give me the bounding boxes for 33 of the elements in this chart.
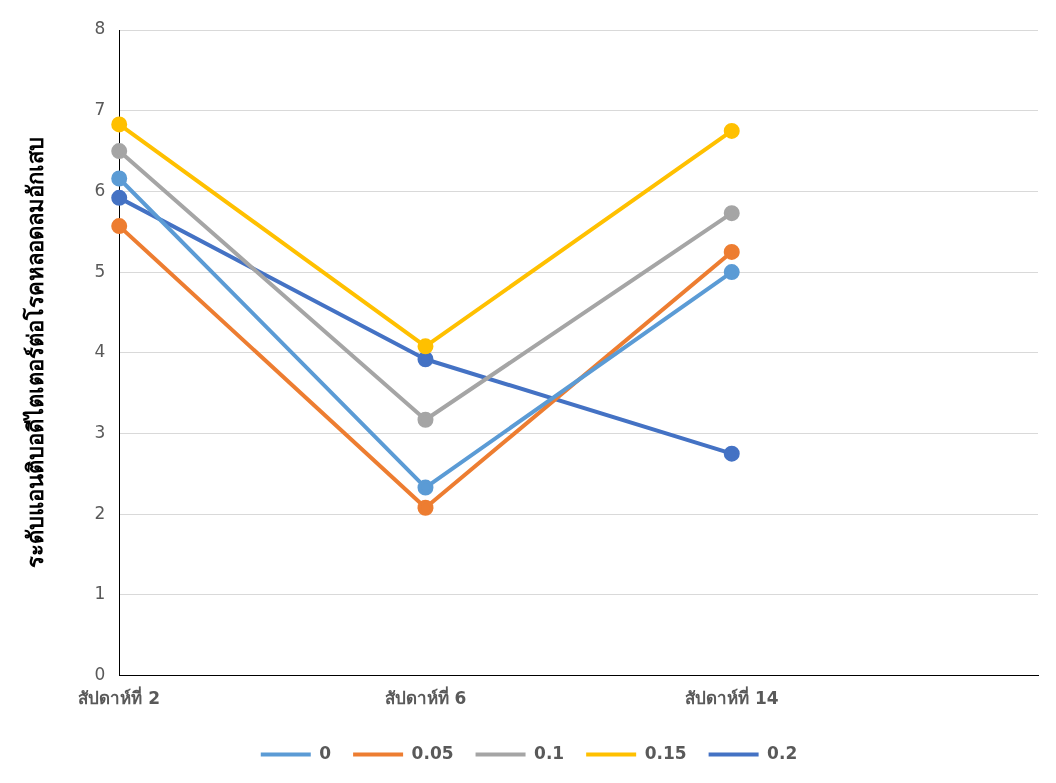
- point: [111, 189, 128, 206]
- point: [417, 338, 434, 355]
- x-tick-label: สัปดาห์ที่ 6: [384, 686, 467, 709]
- point: [723, 122, 740, 139]
- point: [723, 243, 740, 260]
- y-axis-title: ระดับแอนติบอดีไตเตอร์ต่อโรคหลอดลมอักเสบ: [21, 137, 48, 569]
- point: [111, 170, 128, 187]
- y-tick-label: 7: [94, 99, 106, 120]
- y-tick-label: 5: [94, 260, 106, 281]
- point: [723, 264, 740, 281]
- y-tick-label: 0: [94, 664, 106, 685]
- point: [111, 143, 128, 160]
- point: [111, 218, 128, 235]
- legend-label: 0.05: [411, 742, 454, 763]
- point: [417, 479, 434, 496]
- point: [417, 351, 434, 368]
- y-tick-label: 8: [94, 18, 106, 39]
- y-tick-label: 4: [94, 341, 106, 362]
- point: [417, 411, 434, 428]
- point: [417, 499, 434, 516]
- legend-label: 0.15: [644, 742, 687, 763]
- y-tick-label: 3: [94, 421, 106, 442]
- y-tick-label: 1: [94, 583, 106, 604]
- x-tick-label: สัปดาห์ที่ 14: [684, 686, 779, 709]
- legend-label: 0.1: [534, 742, 565, 763]
- point: [111, 116, 128, 133]
- legend-label: 0: [319, 742, 332, 763]
- legend-label: 0.2: [767, 742, 798, 763]
- y-tick-label: 6: [94, 179, 106, 200]
- point: [723, 445, 740, 462]
- x-tick-label: สัปดาห์ที่ 2: [78, 686, 161, 709]
- point: [723, 205, 740, 222]
- y-tick-label: 2: [94, 502, 106, 523]
